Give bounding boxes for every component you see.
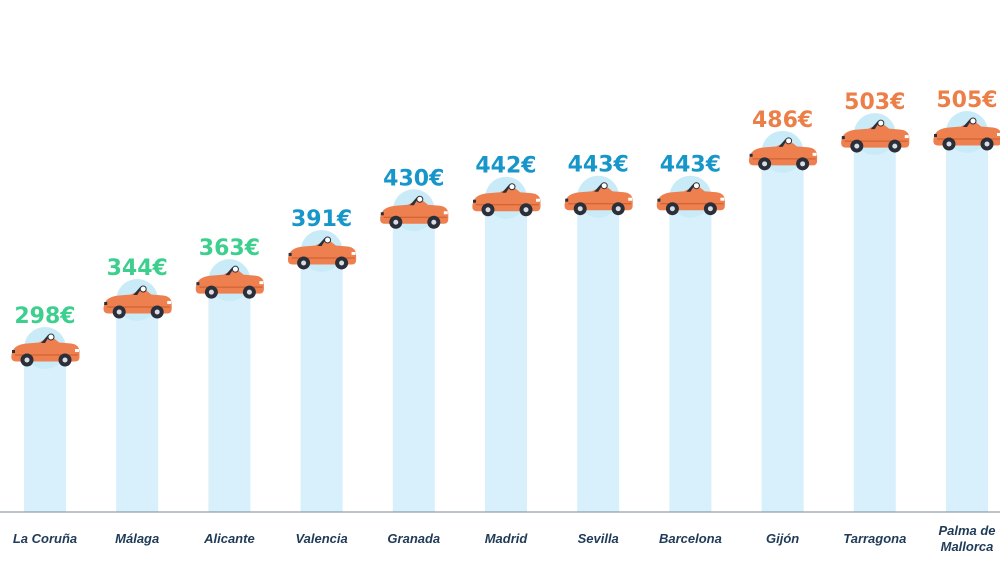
car-icon [472, 176, 541, 219]
value-label: 443€ [568, 153, 629, 178]
value-label: 363€ [199, 236, 260, 261]
category-label: Tarragona [843, 531, 906, 546]
bar [208, 284, 251, 512]
bar [24, 352, 66, 512]
category-label: Granada [387, 531, 440, 546]
bar [577, 200, 620, 512]
category-label: Alicante [203, 531, 255, 546]
category-label: Madrid [485, 531, 529, 546]
car-icon [841, 113, 910, 156]
car-icon [195, 259, 264, 302]
car-icon [748, 130, 818, 173]
category-label: Sevilla [578, 531, 619, 546]
bar [761, 155, 804, 512]
value-label: 486€ [752, 108, 813, 133]
bar [485, 201, 527, 512]
category-label: Valencia [295, 531, 347, 546]
value-label: 298€ [14, 304, 75, 329]
car-icon [11, 327, 80, 369]
car-icon [380, 189, 449, 232]
category-label: Gijón [766, 531, 799, 546]
bar [946, 136, 988, 512]
bar [300, 254, 343, 512]
category-label: Palma de Mallorca [938, 523, 995, 554]
value-label: 344€ [107, 256, 168, 281]
car-icon [287, 229, 357, 272]
value-label: 443€ [660, 153, 721, 178]
value-label: 430€ [383, 166, 444, 191]
car-icon [103, 279, 172, 321]
value-label: 505€ [936, 88, 997, 113]
car-icon [564, 175, 633, 218]
bar [853, 138, 896, 512]
car-icon [656, 175, 725, 218]
bar [116, 304, 159, 512]
value-label: 391€ [291, 207, 352, 232]
bar [669, 200, 712, 512]
category-label: Barcelona [659, 531, 722, 546]
category-label: La Coruña [13, 531, 77, 546]
value-label: 503€ [844, 90, 905, 115]
bar [392, 214, 435, 512]
car-icon [933, 111, 1000, 153]
category-label: Málaga [115, 531, 159, 546]
value-label: 442€ [475, 154, 536, 179]
